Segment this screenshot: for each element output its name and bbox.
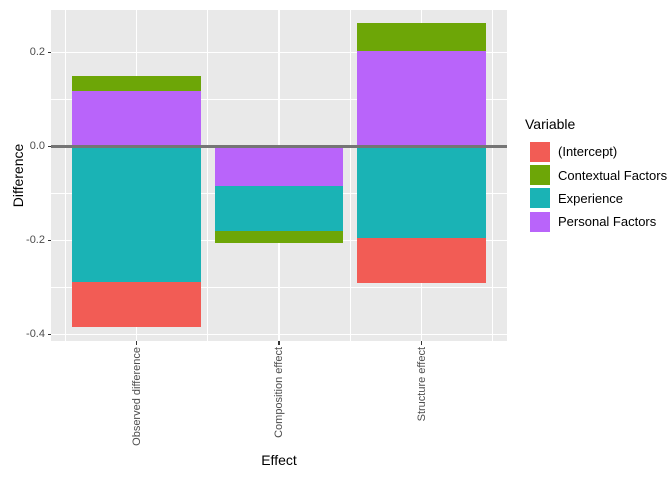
gridline-minor-v bbox=[64, 10, 66, 341]
x-tick-label-text: Observed difference bbox=[130, 347, 143, 446]
y-tick-label: -0.4 bbox=[26, 327, 45, 340]
bar-segment bbox=[72, 281, 201, 327]
bar-segment bbox=[357, 51, 486, 147]
bar-segment bbox=[72, 91, 201, 147]
y-tick-mark bbox=[47, 51, 51, 54]
bar-segment bbox=[72, 146, 201, 282]
x-tick-mark bbox=[135, 341, 138, 345]
bar-segment bbox=[214, 146, 344, 187]
x-tick-label-text: Structure effect bbox=[415, 347, 428, 422]
x-tick-mark bbox=[278, 341, 280, 345]
bar-segment bbox=[357, 237, 486, 283]
y-tick-label: 0.2 bbox=[29, 45, 45, 58]
y-tick-label: 0.0 bbox=[29, 139, 45, 152]
bar-segment bbox=[214, 230, 344, 243]
y-tick-mark bbox=[47, 333, 51, 336]
gridline-minor-v bbox=[349, 10, 351, 341]
bar-segment bbox=[357, 22, 486, 52]
y-tick-mark bbox=[47, 239, 51, 242]
x-tick-label: Observed difference bbox=[130, 347, 144, 459]
x-tick-mark bbox=[420, 341, 423, 345]
gridline-minor-v bbox=[492, 10, 494, 341]
bar-segment bbox=[357, 146, 486, 238]
y-tick-mark bbox=[47, 145, 51, 148]
x-tick-label: Structure effect bbox=[415, 347, 429, 459]
x-tick-label-text: Composition effect bbox=[273, 347, 285, 438]
x-tick-label: Composition effect bbox=[272, 347, 286, 459]
bar-segment bbox=[214, 186, 344, 231]
y-axis-title-text: Difference bbox=[10, 143, 26, 208]
y-axis-title: Difference bbox=[10, 10, 26, 341]
zero-line bbox=[51, 145, 507, 148]
bar-segment bbox=[72, 76, 201, 91]
x-axis-title: Effect bbox=[261, 452, 297, 468]
gridline-minor-v bbox=[207, 10, 209, 341]
y-tick-label: -0.2 bbox=[26, 233, 45, 246]
